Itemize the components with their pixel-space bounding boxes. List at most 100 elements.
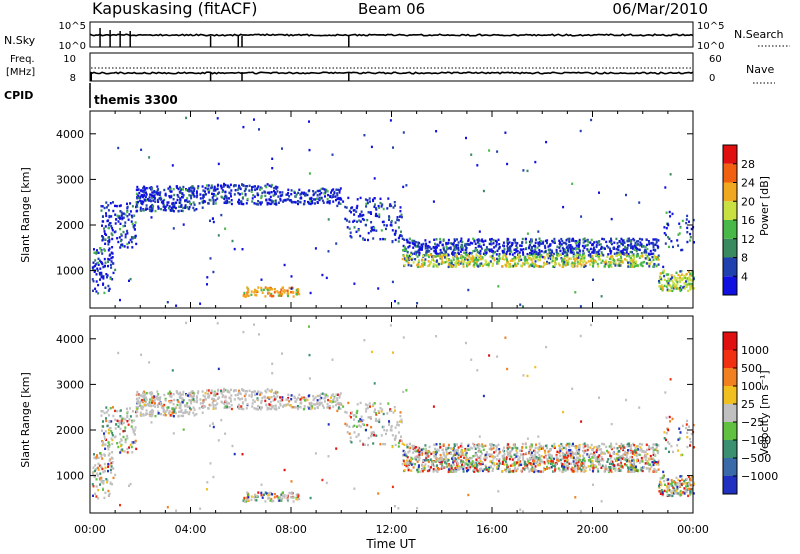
velocity-point bbox=[615, 459, 618, 463]
velocity-point bbox=[171, 414, 174, 417]
power-point bbox=[350, 211, 352, 214]
velocity-point bbox=[304, 397, 307, 400]
power-point bbox=[151, 196, 153, 199]
power-point bbox=[447, 263, 450, 266]
velocity-point bbox=[498, 450, 501, 454]
noise-left-label: N.Sky bbox=[4, 34, 36, 47]
velocity-point bbox=[95, 457, 98, 460]
velocity-point bbox=[520, 449, 523, 452]
velocity-point bbox=[367, 416, 370, 419]
power-point bbox=[402, 249, 404, 252]
power-point bbox=[391, 240, 394, 244]
velocity-point bbox=[544, 444, 547, 448]
power-point bbox=[476, 255, 479, 258]
velocity-point bbox=[146, 403, 149, 406]
power-point bbox=[170, 195, 173, 199]
velocity-point bbox=[608, 445, 611, 448]
velocity-point bbox=[492, 444, 495, 447]
power-point bbox=[299, 193, 302, 196]
velocity-point bbox=[471, 447, 474, 450]
velocity-point bbox=[101, 429, 103, 432]
velocity-point bbox=[135, 414, 138, 418]
power-point bbox=[110, 232, 113, 235]
velocity-point bbox=[446, 458, 449, 461]
power-point bbox=[495, 257, 498, 261]
colorbar-swatch bbox=[723, 220, 737, 239]
power-point bbox=[557, 254, 560, 257]
power-point bbox=[570, 249, 572, 252]
velocity-point bbox=[385, 432, 387, 436]
power-point bbox=[548, 248, 551, 252]
power-point bbox=[425, 251, 428, 255]
velocity-point bbox=[189, 399, 192, 403]
power-point bbox=[455, 255, 458, 258]
velocity-point bbox=[274, 391, 277, 394]
power-point bbox=[655, 264, 658, 267]
velocity-point bbox=[185, 404, 188, 407]
velocity-point bbox=[610, 470, 613, 473]
velocity-point bbox=[214, 394, 217, 397]
velocity-point bbox=[302, 397, 305, 401]
velocity-point bbox=[525, 452, 528, 455]
velocity-point bbox=[277, 406, 280, 409]
velocity-point bbox=[233, 398, 236, 401]
velocity-point bbox=[152, 396, 155, 399]
velocity-point bbox=[137, 405, 140, 409]
power-point bbox=[488, 261, 491, 264]
power-point bbox=[644, 245, 647, 248]
power-point bbox=[238, 193, 241, 196]
velocity-point bbox=[544, 455, 547, 458]
velocity-point bbox=[578, 446, 581, 449]
power-point bbox=[97, 263, 100, 266]
power-point bbox=[679, 270, 682, 273]
power-point bbox=[156, 189, 159, 192]
velocity-point bbox=[521, 446, 524, 449]
power-point bbox=[670, 286, 673, 289]
velocity-point bbox=[645, 443, 648, 446]
velocity-point bbox=[516, 447, 519, 450]
velocity-point bbox=[546, 446, 548, 450]
velocity-point bbox=[380, 410, 383, 413]
velocity-point bbox=[224, 395, 227, 399]
power-point bbox=[337, 202, 340, 205]
velocity-point bbox=[568, 445, 571, 448]
power-point bbox=[444, 261, 447, 264]
velocity-point bbox=[110, 465, 113, 468]
power-point bbox=[610, 255, 612, 258]
power-point bbox=[349, 234, 352, 238]
power-point bbox=[386, 207, 389, 210]
power-point bbox=[258, 128, 260, 131]
frequency-panel: Freq. [MHz] 10 8 60 0 Nave bbox=[6, 52, 775, 84]
velocity-point bbox=[172, 415, 175, 418]
power-point bbox=[102, 220, 105, 223]
power-point bbox=[109, 263, 112, 267]
velocity-point bbox=[111, 438, 114, 442]
power-point bbox=[191, 185, 194, 188]
power-point bbox=[571, 264, 573, 268]
power-point bbox=[679, 285, 682, 288]
velocity-point bbox=[570, 444, 573, 447]
power-point bbox=[675, 271, 678, 274]
velocity-point bbox=[446, 465, 448, 468]
power-point bbox=[665, 273, 668, 276]
power-point bbox=[510, 250, 513, 253]
power-point bbox=[260, 187, 263, 190]
power-point bbox=[212, 200, 215, 204]
power-point bbox=[129, 210, 132, 213]
power-point bbox=[378, 206, 381, 209]
power-point bbox=[277, 291, 280, 294]
velocity-point bbox=[551, 464, 554, 468]
power-point bbox=[586, 248, 589, 251]
velocity-point bbox=[627, 449, 629, 452]
velocity-point bbox=[507, 447, 509, 451]
velocity-point bbox=[266, 388, 269, 391]
power-point bbox=[641, 255, 644, 258]
velocity-point bbox=[133, 433, 136, 436]
power-point bbox=[632, 247, 634, 250]
power-point bbox=[669, 277, 672, 281]
velocity-point bbox=[312, 395, 315, 398]
velocity-point bbox=[314, 396, 317, 399]
velocity-point bbox=[106, 479, 109, 482]
power-point bbox=[563, 251, 566, 254]
power-point bbox=[488, 242, 491, 246]
